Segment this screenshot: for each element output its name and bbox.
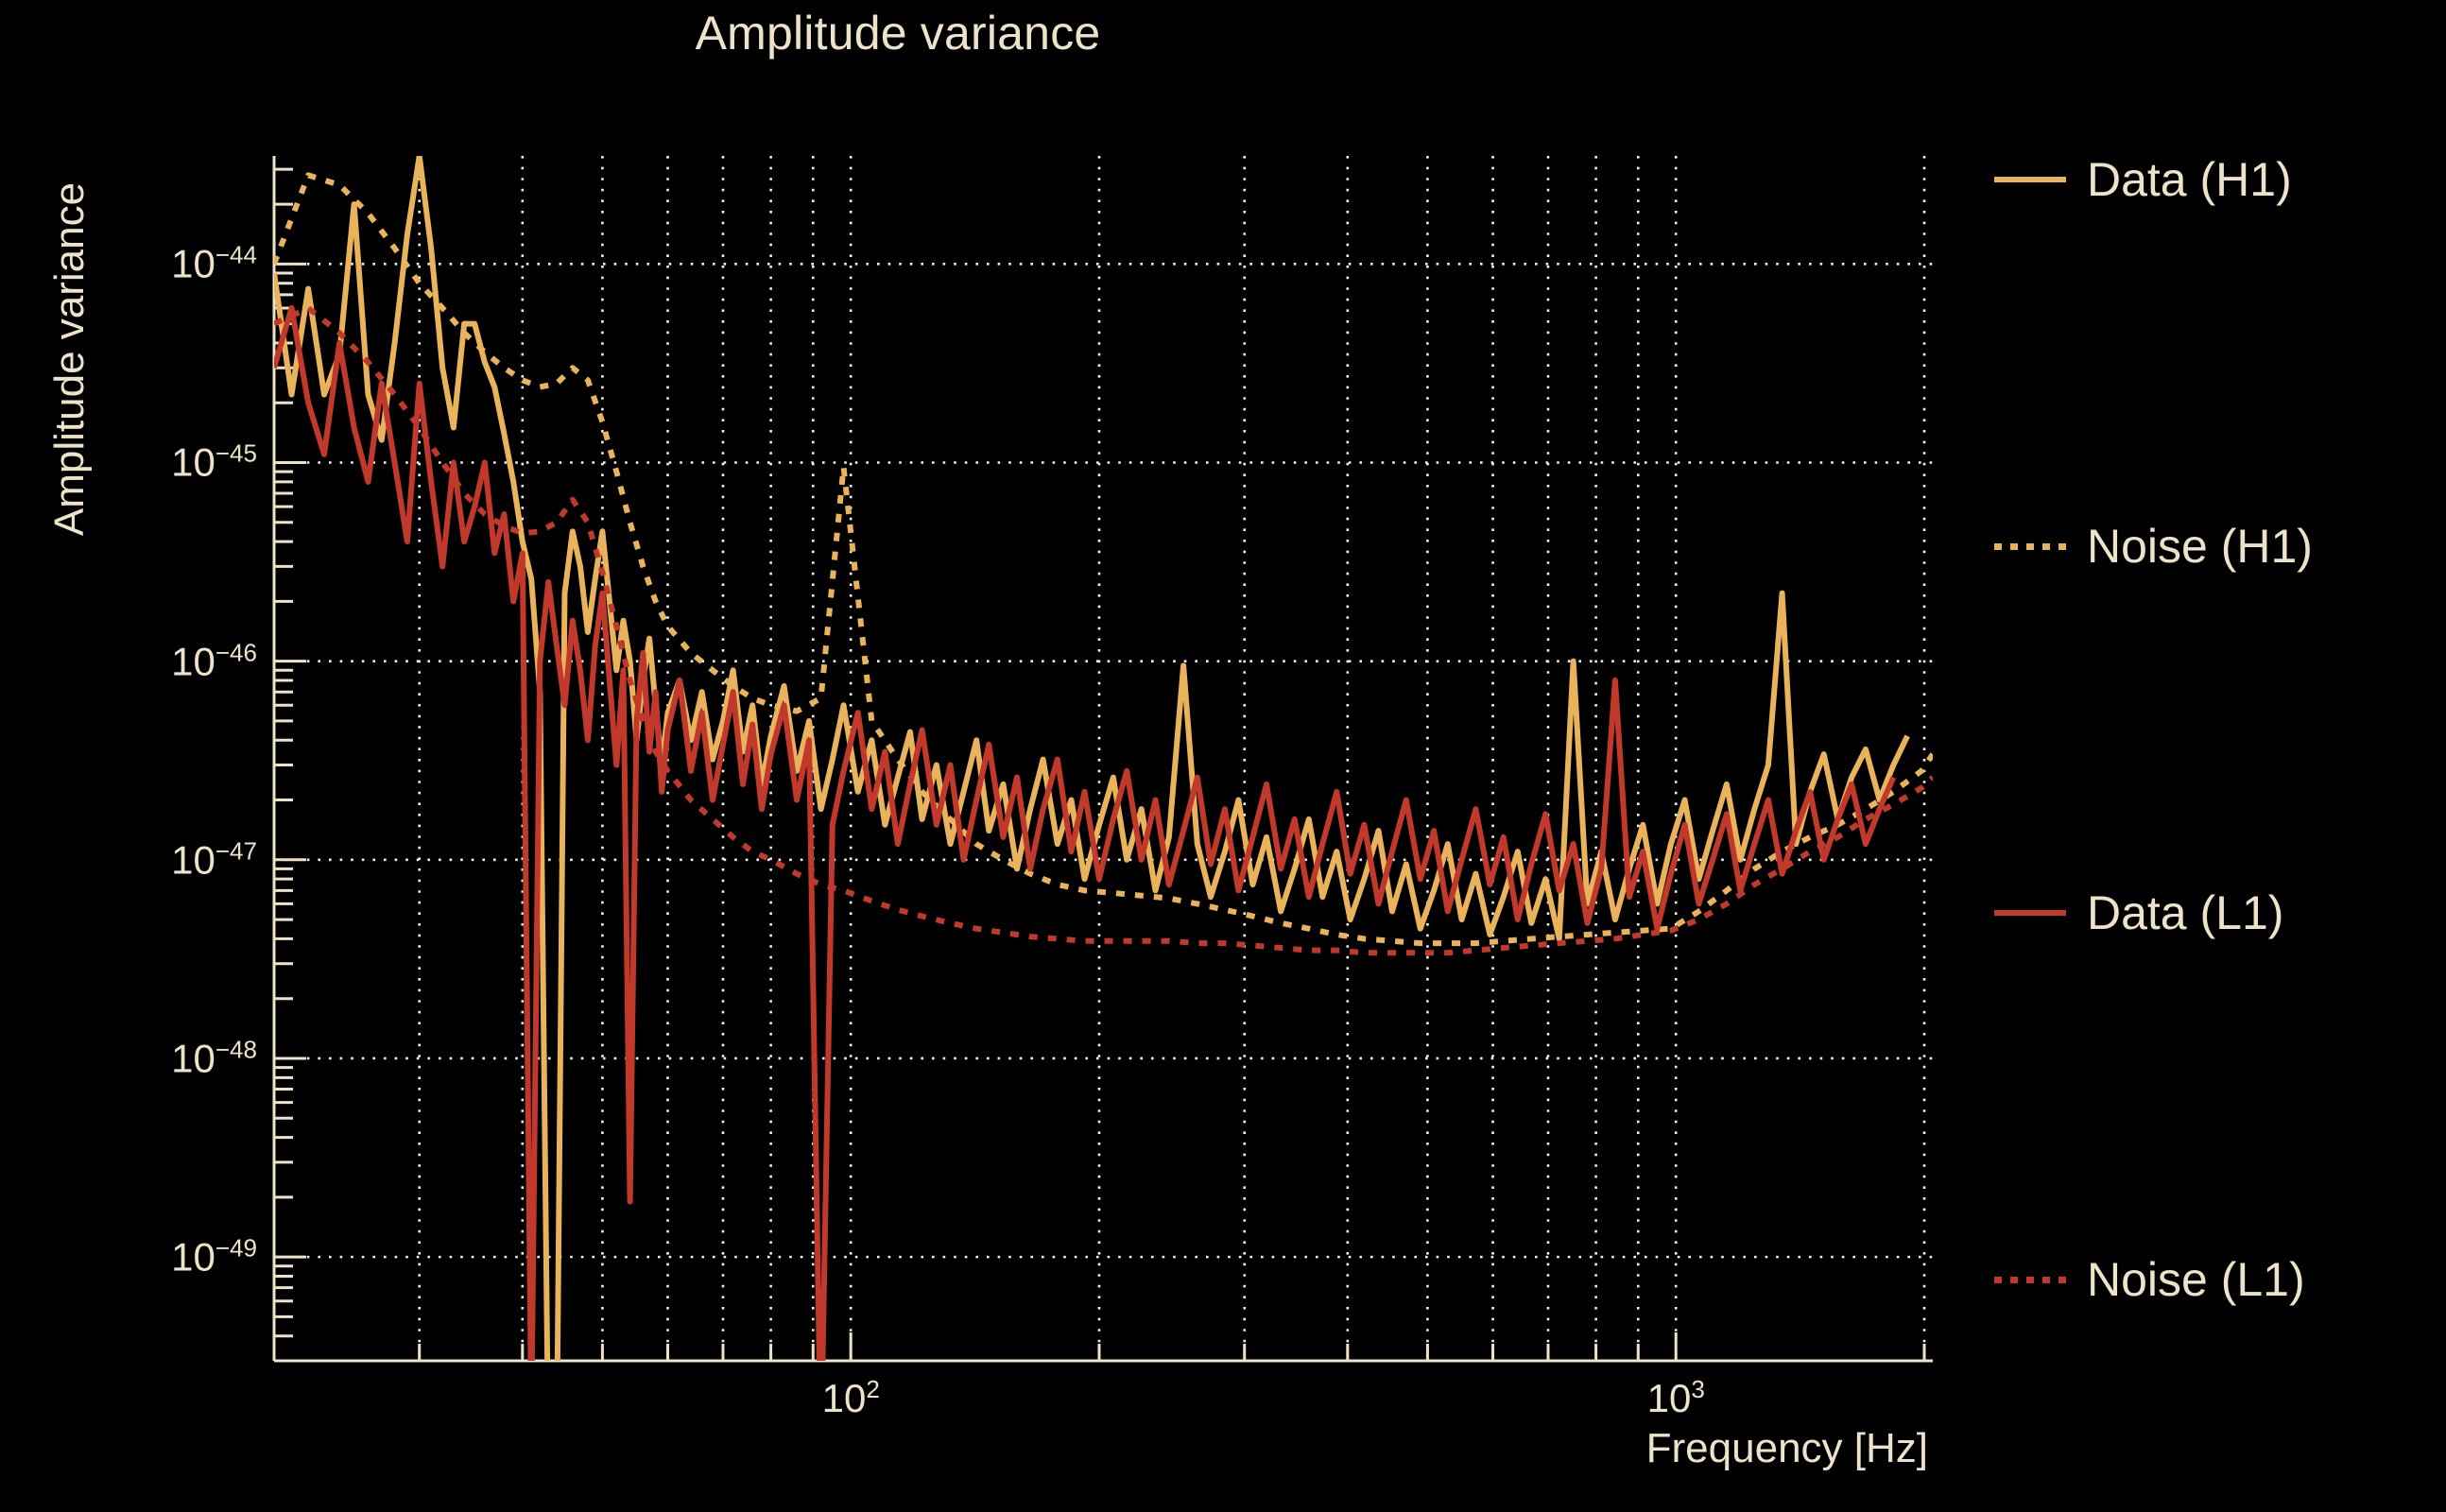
plot-area bbox=[272, 156, 1933, 1363]
axis-frame bbox=[272, 156, 1933, 1363]
x-tick-label: 102 bbox=[821, 1375, 880, 1420]
series-line-3 bbox=[274, 304, 1933, 956]
x-tick-label: 103 bbox=[1646, 1375, 1705, 1420]
x-axis-tick-labels: 102 103 bbox=[274, 1375, 1933, 1441]
legend-item-noise-l1[interactable]: Noise (L1) bbox=[1994, 1251, 2305, 1308]
legend-item-noise-h1[interactable]: Noise (H1) bbox=[1994, 518, 2313, 575]
chart-legend: Data (H1) Noise (H1) Data (L1) Noise (L1) bbox=[1994, 94, 2438, 1351]
series-line-2 bbox=[274, 304, 1897, 1361]
legend-swatch-icon bbox=[1994, 910, 2066, 916]
legend-swatch-icon bbox=[1994, 542, 2066, 550]
chart-title: Amplitude variance bbox=[695, 7, 1101, 60]
y-tick-label: 10−48 bbox=[171, 1035, 257, 1081]
y-axis-ticks bbox=[274, 167, 306, 1363]
y-axis-tick-labels: 10−44 10−45 10−46 10−47 10−48 10−49 bbox=[0, 156, 257, 1361]
series-line-1 bbox=[274, 172, 1933, 947]
legend-item-data-l1[interactable]: Data (L1) bbox=[1994, 885, 2283, 941]
x-axis-ticks bbox=[272, 1332, 1926, 1361]
y-tick-label: 10−44 bbox=[171, 240, 257, 286]
legend-swatch-icon bbox=[1994, 1276, 2066, 1283]
legend-label: Noise (L1) bbox=[2087, 1253, 2305, 1306]
legend-swatch-icon bbox=[1994, 177, 2066, 182]
series-line-0 bbox=[274, 156, 1910, 1361]
y-tick-label: 10−49 bbox=[171, 1233, 257, 1280]
y-tick-label: 10−45 bbox=[171, 438, 257, 485]
legend-label: Data (L1) bbox=[2087, 886, 2284, 939]
y-tick-label: 10−47 bbox=[171, 836, 257, 883]
x-axis-title: Frequency [Hz] bbox=[1645, 1425, 1928, 1471]
series-group bbox=[274, 156, 1933, 1361]
legend-item-data-h1[interactable]: Data (H1) bbox=[1994, 151, 2292, 208]
legend-label: Data (H1) bbox=[2087, 153, 2292, 206]
plot-svg bbox=[272, 156, 1933, 1363]
grid-lines bbox=[272, 156, 1933, 1361]
y-tick-label: 10−46 bbox=[171, 638, 257, 684]
legend-label: Noise (H1) bbox=[2087, 520, 2313, 573]
